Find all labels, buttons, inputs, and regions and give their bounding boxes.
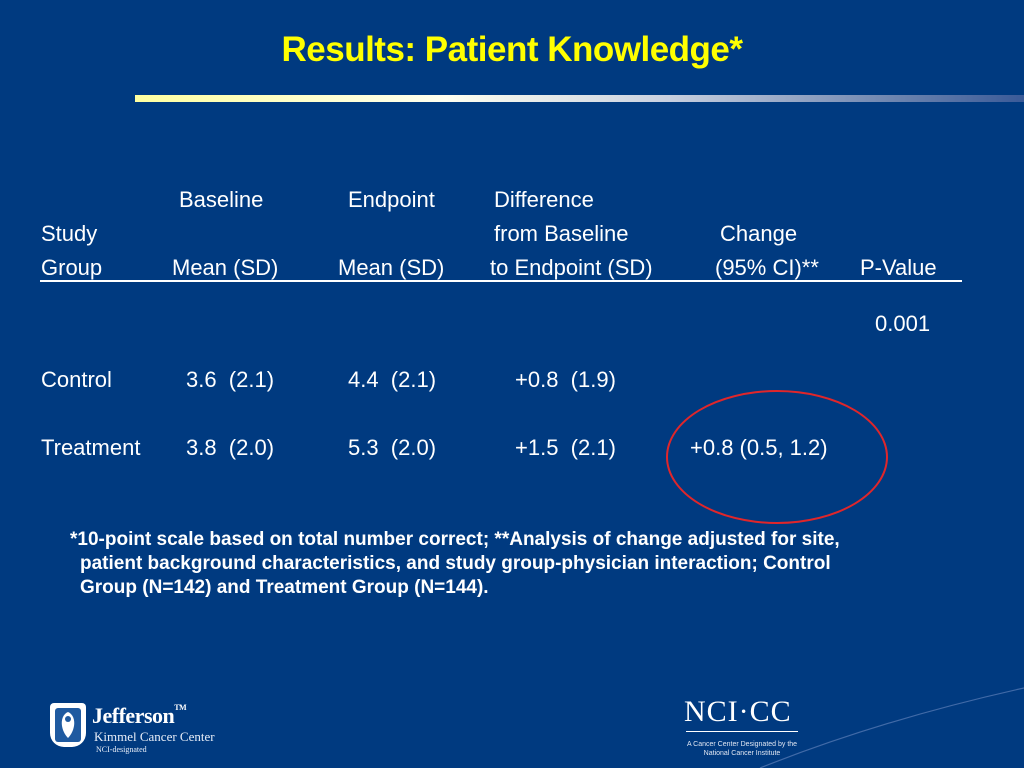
header-study: Study [41, 221, 98, 246]
footnote-line: Group (N=142) and Treatment Group (N=144… [80, 577, 489, 598]
header-underline [40, 280, 962, 282]
footnote-line: *10-point scale based on total number co… [70, 529, 840, 550]
header-from-baseline: from Baseline [494, 221, 629, 246]
row-endpoint: 5.3 (2.0) [348, 435, 437, 460]
nci-cc-logo: NCI·CC A Cancer Center Designated by the… [682, 695, 812, 765]
nci-cc-wordmark: NCI·CC [684, 695, 792, 728]
row-group: Control [41, 367, 112, 392]
header-baseline-mean-sd: Mean (SD) [172, 255, 279, 280]
row-baseline: 3.8 (2.0) [186, 435, 275, 460]
header-baseline: Baseline [179, 187, 264, 212]
header-endpoint-mean-sd: Mean (SD) [338, 255, 445, 280]
jefferson-designation: NCI-designated [96, 745, 147, 754]
row-difference: +0.8 (1.9) [515, 367, 616, 392]
row-endpoint: 4.4 (2.1) [348, 367, 437, 392]
header-change: Change [720, 221, 798, 246]
title-underline-bar [135, 95, 1024, 102]
jefferson-shield-icon [50, 703, 86, 747]
pvalue-cell: 0.001 [875, 311, 931, 336]
footnote-line: patient background characteristics, and … [80, 553, 831, 574]
page-title: Results: Patient Knowledge* [281, 30, 743, 69]
nci-subtitle-line1: A Cancer Center Designated by the [686, 741, 798, 748]
header-endpoint: Endpoint [348, 187, 435, 212]
row-baseline: 3.6 (2.1) [186, 367, 275, 392]
header-ci: (95% CI)** [715, 255, 819, 280]
nci-subtitle-line2: National Cancer Institute [703, 750, 781, 757]
nci-rule [686, 731, 798, 732]
row-difference: +1.5 (2.1) [515, 435, 616, 460]
jefferson-wordmark: JeffersonTM [92, 703, 187, 728]
row-group: Treatment [41, 435, 141, 460]
footnote: *10-point scale based on total number co… [70, 528, 950, 600]
header-to-endpoint: to Endpoint (SD) [490, 255, 653, 280]
header-group: Group [41, 255, 103, 280]
jefferson-subtitle: Kimmel Cancer Center [94, 729, 215, 744]
highlight-circle [666, 390, 888, 524]
jefferson-logo: JeffersonTM Kimmel Cancer Center NCI-des… [50, 703, 240, 755]
header-difference: Difference [494, 187, 594, 212]
header-pvalue: P-Value [860, 255, 937, 280]
